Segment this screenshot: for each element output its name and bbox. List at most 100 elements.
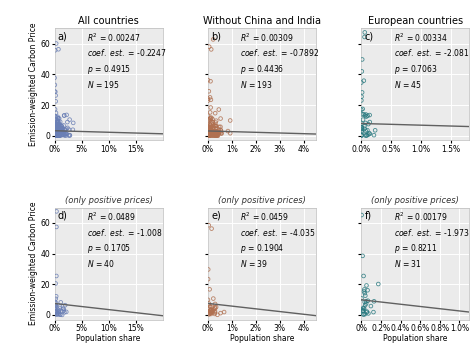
Point	[53, 294, 60, 299]
Point	[51, 311, 58, 317]
Point	[205, 132, 213, 138]
Point	[56, 312, 64, 317]
Point	[210, 132, 218, 138]
Point	[54, 126, 62, 132]
Point	[208, 130, 216, 136]
Point	[207, 129, 215, 135]
Point	[59, 126, 67, 132]
Point	[212, 125, 220, 131]
Point	[204, 129, 212, 134]
Point	[53, 132, 60, 138]
Point	[215, 129, 223, 135]
Point	[214, 133, 222, 138]
Point	[204, 128, 212, 134]
Point	[360, 111, 367, 117]
Point	[55, 129, 63, 135]
Point	[208, 129, 215, 135]
Point	[51, 133, 58, 138]
Point	[210, 37, 217, 42]
Point	[53, 131, 61, 137]
Point	[53, 128, 60, 133]
Point	[204, 131, 212, 137]
Point	[206, 132, 214, 138]
Point	[210, 125, 217, 131]
Text: $\it{coef.\ est.}$ = -0.2247: $\it{coef.\ est.}$ = -0.2247	[87, 48, 167, 59]
Point	[204, 98, 212, 103]
Point	[207, 105, 214, 110]
Point	[210, 131, 218, 136]
Point	[206, 132, 213, 138]
Point	[215, 127, 223, 132]
Point	[52, 133, 59, 138]
Point	[210, 133, 218, 138]
Point	[207, 130, 214, 136]
Point	[52, 132, 60, 137]
Point	[51, 129, 58, 134]
Point	[62, 133, 70, 138]
Y-axis label: Emission-weighted Carbon Price: Emission-weighted Carbon Price	[29, 202, 38, 325]
Point	[51, 89, 58, 94]
Point	[56, 119, 64, 125]
Text: $p$ = 0.4436: $p$ = 0.4436	[240, 63, 284, 76]
Text: $p$ = 0.1705: $p$ = 0.1705	[87, 242, 131, 255]
Point	[54, 132, 61, 137]
Point	[51, 106, 59, 112]
Point	[61, 127, 69, 132]
Point	[55, 307, 62, 313]
Point	[361, 29, 369, 35]
Point	[52, 127, 59, 132]
Point	[59, 129, 67, 134]
Point	[211, 305, 219, 311]
Point	[209, 120, 216, 125]
Point	[358, 128, 365, 133]
Text: $R^2$ = 0.00309: $R^2$ = 0.00309	[240, 32, 294, 44]
Point	[58, 308, 66, 314]
Point	[358, 129, 366, 135]
Point	[206, 130, 213, 135]
Point	[52, 129, 60, 135]
Point	[208, 226, 215, 231]
Point	[60, 113, 68, 119]
Point	[209, 130, 217, 136]
Point	[58, 132, 65, 138]
Point	[212, 130, 219, 135]
Point	[61, 132, 68, 137]
Point	[359, 308, 366, 313]
Text: $\it{coef.\ est.}$ = -2.081: $\it{coef.\ est.}$ = -2.081	[393, 48, 469, 59]
Point	[54, 127, 61, 133]
Point	[53, 309, 60, 315]
Text: $N$ = 39: $N$ = 39	[240, 258, 268, 269]
Point	[207, 304, 214, 310]
Point	[52, 296, 59, 302]
Point	[358, 126, 366, 132]
Point	[207, 127, 215, 133]
Point	[208, 131, 216, 137]
Point	[207, 131, 214, 137]
Point	[214, 131, 221, 136]
Point	[211, 306, 219, 311]
Point	[56, 304, 64, 309]
Point	[362, 133, 369, 138]
Point	[59, 132, 67, 137]
Point	[204, 132, 212, 138]
Point	[69, 127, 77, 132]
Point	[204, 77, 212, 83]
Text: $R^2$ = 0.00334: $R^2$ = 0.00334	[393, 32, 447, 44]
Point	[206, 122, 213, 127]
Point	[206, 125, 213, 130]
Title: (only positive prices): (only positive prices)	[218, 196, 306, 206]
Point	[217, 127, 225, 133]
Point	[204, 124, 212, 130]
Point	[206, 126, 213, 132]
Point	[58, 126, 66, 132]
Point	[211, 308, 219, 314]
Point	[206, 130, 214, 135]
Point	[54, 130, 61, 136]
Point	[52, 132, 60, 138]
Point	[361, 286, 368, 292]
Point	[206, 132, 214, 138]
Point	[214, 129, 222, 135]
Point	[207, 310, 215, 316]
Point	[215, 130, 223, 135]
Point	[70, 120, 77, 126]
